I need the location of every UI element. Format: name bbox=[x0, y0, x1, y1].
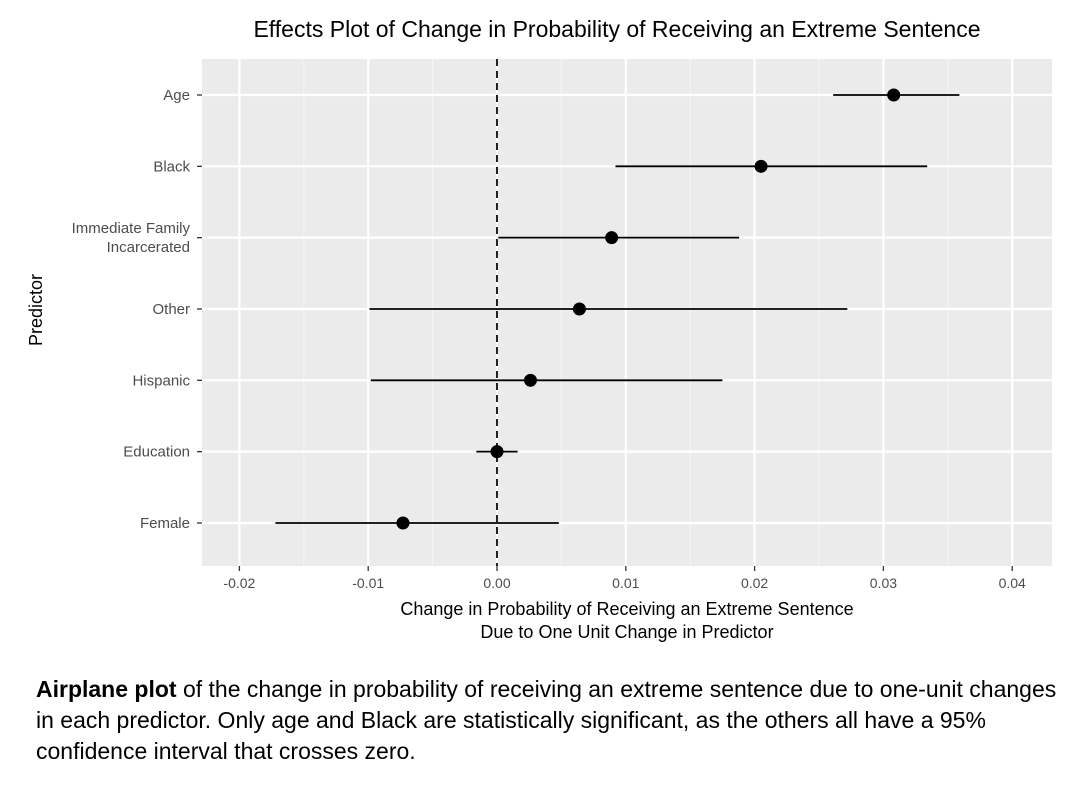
estimate-point bbox=[523, 373, 537, 387]
plot-panel bbox=[202, 59, 1052, 566]
chart-title: Effects Plot of Change in Probability of… bbox=[253, 16, 980, 42]
estimate-point bbox=[605, 231, 619, 245]
y-tick-label: Other bbox=[152, 301, 190, 318]
estimate-point bbox=[396, 516, 410, 530]
y-axis-label: Predictor bbox=[26, 274, 46, 346]
x-tick-label: 0.04 bbox=[999, 575, 1026, 591]
estimate-point bbox=[490, 445, 504, 459]
y-tick-label: Education bbox=[123, 444, 190, 461]
y-tick-label: Female bbox=[140, 515, 190, 532]
x-tick-label: 0.01 bbox=[612, 575, 639, 591]
estimate-marks bbox=[275, 88, 960, 530]
x-tick-label: 0.03 bbox=[870, 575, 897, 591]
x-axis-label-line-1: Change in Probability of Receiving an Ex… bbox=[400, 599, 853, 619]
minor-gridlines bbox=[303, 59, 949, 566]
estimate-point bbox=[572, 302, 586, 316]
caption-text: of the change in probability of receivin… bbox=[36, 676, 1057, 764]
x-tick-label: -0.02 bbox=[223, 575, 255, 591]
y-tick-label: Hispanic bbox=[132, 372, 190, 389]
effects-plot: Effects Plot of Change in Probability of… bbox=[26, 16, 1052, 642]
y-axis: Age Black Immediate Family Incarcerated Othe… bbox=[72, 87, 202, 532]
x-tick-label: 0.02 bbox=[741, 575, 768, 591]
caption-bold: Airplane plot bbox=[36, 676, 177, 702]
estimate-point bbox=[754, 159, 768, 173]
y-tick-label: Immediate Family bbox=[72, 220, 191, 237]
x-tick-label: -0.01 bbox=[352, 575, 384, 591]
y-tick-label: Incarcerated bbox=[107, 239, 190, 256]
estimate-point bbox=[887, 88, 901, 102]
y-tick-label: Black bbox=[153, 158, 190, 175]
x-axis: -0.02 -0.01 0.00 0.01 0.02 0.03 0.04 bbox=[223, 566, 1026, 591]
figure-caption: Airplane plot of the change in probabili… bbox=[36, 674, 1066, 767]
x-axis-label-line-2: Due to One Unit Change in Predictor bbox=[480, 622, 773, 642]
x-tick-label: 0.00 bbox=[483, 575, 510, 591]
y-tick-label: Age bbox=[163, 87, 190, 104]
